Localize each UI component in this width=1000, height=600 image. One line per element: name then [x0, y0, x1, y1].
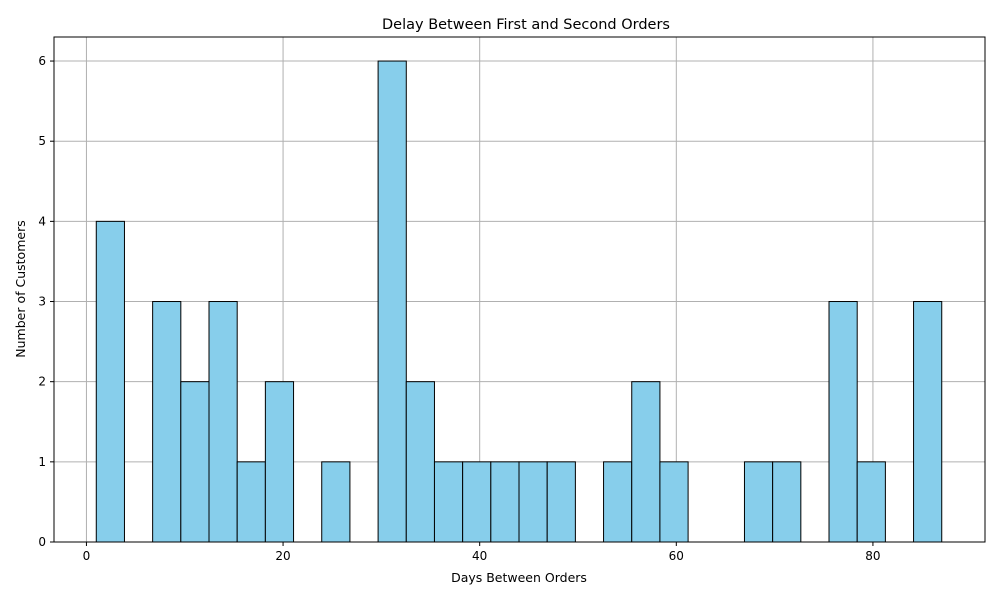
histogram-bar [377, 60, 407, 543]
y-axis-ticks: 0 1 2 3 4 5 6 [38, 54, 54, 549]
y-tick-label: 4 [38, 214, 46, 228]
histogram-bar [264, 381, 295, 543]
y-tick-label: 1 [38, 455, 46, 469]
histogram-bars [95, 60, 943, 543]
y-tick-label: 2 [38, 375, 46, 389]
histogram-bar [236, 461, 266, 543]
y-tick-label: 5 [38, 134, 46, 148]
histogram-bar [743, 461, 774, 543]
x-axis-ticks: 0 20 40 60 80 [83, 542, 881, 563]
x-tick-label: 40 [472, 549, 487, 563]
y-axis-label: Number of Customers [13, 220, 28, 357]
histogram-bar [913, 301, 943, 543]
histogram-bar [546, 461, 576, 543]
histogram-bar [405, 381, 435, 543]
x-tick-label: 0 [83, 549, 91, 563]
histogram-bar [462, 461, 492, 543]
histogram-bar [828, 301, 858, 543]
histogram-bar [433, 461, 464, 543]
x-tick-label: 20 [275, 549, 290, 563]
chart-title: Delay Between First and Second Orders [382, 17, 670, 33]
histogram-bar [95, 220, 125, 543]
histogram-bar [152, 301, 182, 543]
x-axis-label: Days Between Orders [451, 570, 587, 585]
y-tick-label: 0 [38, 535, 46, 549]
axes-frame [53, 36, 986, 543]
y-tick-label: 3 [38, 295, 46, 309]
histogram-bar [856, 461, 886, 543]
x-tick-label: 80 [865, 549, 880, 563]
y-tick-label: 6 [38, 54, 46, 68]
histogram-bar [603, 461, 633, 543]
histogram-bar [631, 381, 661, 543]
x-tick-label: 60 [669, 549, 684, 563]
histogram-bar [180, 381, 210, 543]
histogram-bar [321, 461, 351, 543]
histogram-bar [772, 461, 802, 543]
histogram-bar [490, 461, 520, 543]
histogram-bar [659, 461, 689, 543]
histogram-bar [518, 461, 548, 543]
histogram-bar [208, 301, 238, 543]
